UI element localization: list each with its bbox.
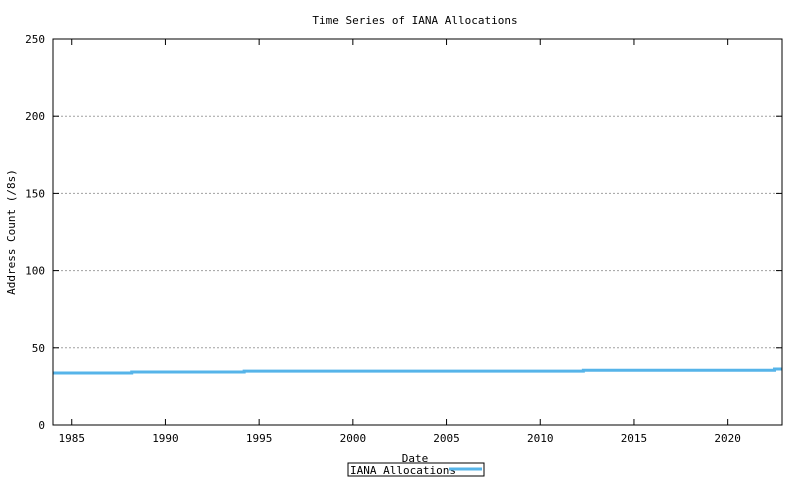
series [53, 367, 782, 375]
legend-label: IANA Allocations [350, 464, 456, 477]
grid [53, 115, 782, 349]
y-tick-label: 0 [38, 419, 45, 432]
x-tick-label: 1990 [152, 432, 179, 445]
x-tick-label: 1985 [58, 432, 85, 445]
x-tick-label: 2000 [340, 432, 367, 445]
y-tick-label: 50 [32, 342, 45, 355]
y-axis-label: Address Count (/8s) [5, 169, 18, 295]
x-tick-label: 2005 [433, 432, 460, 445]
series-line [53, 367, 782, 375]
ticks: 0 50 100 150 200 250 1985 1990 1995 2000 2005 2010 2… [25, 33, 782, 445]
y-tick-label: 250 [25, 33, 45, 46]
y-tick-label: 100 [25, 265, 45, 278]
x-tick-label: 1995 [246, 432, 273, 445]
x-tick-label: 2015 [621, 432, 648, 445]
y-tick-label: 200 [25, 110, 45, 123]
legend-box [347, 462, 485, 477]
x-tick-label: 2020 [714, 432, 741, 445]
x-axis-label: Date [402, 452, 429, 465]
y-tick-label: 150 [25, 187, 45, 200]
plot-frame [52, 38, 783, 426]
x-tick-label: 2010 [527, 432, 554, 445]
chart-title: Time Series of IANA Allocations [312, 14, 517, 27]
legend: IANA Allocations [347, 462, 485, 477]
